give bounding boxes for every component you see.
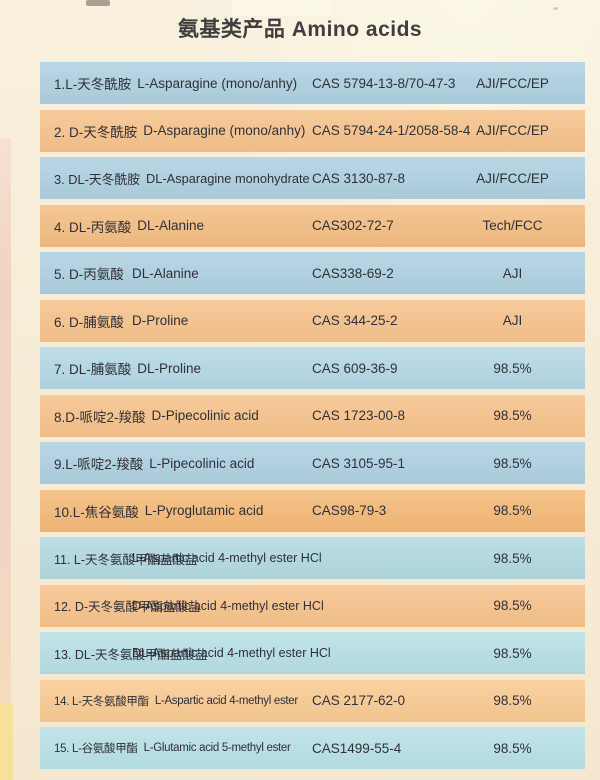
product-row-1: 1.L-天冬酰胺 L-Asparagine (mono/anhy) CAS 57…	[40, 62, 585, 104]
product-name-cn: 2. D-天冬酰胺	[54, 124, 138, 140]
product-grade: AJI/FCC/EP	[476, 170, 549, 186]
product-row-8: 8.D-哌啶2-羧酸 D-Pipecolinic acid CAS 1723-0…	[40, 394, 585, 437]
product-grade: 98.5%	[493, 740, 532, 756]
product-grade: 98.5%	[493, 503, 532, 518]
product-name-en: L-Asparagine (mono/anhy)	[137, 75, 298, 91]
product-cas: CAS302-72-7	[312, 218, 394, 233]
product-name-en: D-Asparagine (mono/anhy)	[143, 123, 306, 138]
product-row-3: 3. DL-天冬酰胺 DL-Asparagine monohydrate CAS…	[40, 157, 585, 199]
product-name-en: L-Pyroglutamic acid	[144, 503, 264, 518]
product-name-cn: 8.D-哌啶2-羧酸	[54, 409, 146, 425]
product-name-cn: 7. DL-脯氨酸	[54, 362, 132, 377]
product-name-en: DL-Asparagine monohydrate	[146, 170, 310, 186]
product-grade: AJI/FCC/EP	[476, 75, 549, 91]
product-grade: AJI	[502, 313, 523, 328]
product-name: 15. L-谷氨酸甲酯 L-Glutamic acid 5-methyl est…	[54, 740, 312, 756]
scan-left-yellow-strip	[0, 703, 13, 780]
product-name-en: L-Aspartic acid 4-methyl ester	[154, 694, 298, 707]
product-cas: CAS 2177-62-0	[312, 693, 406, 708]
product-row-12: 12. D-天冬氨酸甲酯盐酸盐 D-Aspartic acid 4-methyl…	[40, 584, 585, 627]
product-name-en: DL-Alanine	[132, 265, 199, 281]
product-name: 9.L-哌啶2-羧酸 L-Pipecolinic acid	[54, 453, 312, 473]
product-name-en: DL-Proline	[137, 360, 202, 376]
product-cas: CAS 344-25-2	[312, 313, 398, 328]
product-name-en: DL-Alanine	[137, 218, 205, 233]
product-name-cn: 9.L-哌啶2-羧酸	[54, 457, 144, 472]
product-name-en: L-Glutamic acid 5-methyl ester	[143, 742, 291, 754]
product-cas: CAS338-69-2	[312, 265, 394, 281]
scan-left-pink-strip	[0, 138, 11, 703]
scan-smudge-mark	[86, 0, 110, 6]
product-name-cn: 11. L-天冬氨酸甲酯盐酸盐	[54, 552, 198, 567]
product-name-cn: 3. DL-天冬酰胺	[54, 171, 141, 187]
product-row-10: 10.L-焦谷氨酸 L-Pyroglutamic acid CAS98-79-3…	[40, 489, 585, 532]
product-name: 1.L-天冬酰胺 L-Asparagine (mono/anhy)	[54, 73, 312, 93]
product-name-cn: 14. L-天冬氨酸甲酯	[54, 695, 149, 708]
product-row-5: 5. D-丙氨酸 DL-Alanine CAS338-69-2 AJI	[40, 252, 585, 294]
product-row-14: 14. L-天冬氨酸甲酯 L-Aspartic acid 4-methyl es…	[40, 679, 585, 722]
product-grade: AJI/FCC/EP	[476, 123, 549, 138]
product-name: 5. D-丙氨酸 DL-Alanine	[54, 263, 312, 283]
scan-dot	[553, 7, 558, 10]
product-row-15: 15. L-谷氨酸甲酯 L-Glutamic acid 5-methyl est…	[40, 727, 585, 769]
product-name: 13. DL-天冬氨酸甲酯盐酸盐 DL-Aspartic acid 4-meth…	[54, 644, 331, 663]
product-name: 14. L-天冬氨酸甲酯 L-Aspartic acid 4-methyl es…	[54, 693, 312, 709]
product-name-en: D-Proline	[132, 313, 189, 328]
product-cas: CAS 1723-00-8	[312, 408, 406, 423]
product-name: 3. DL-天冬酰胺 DL-Asparagine monohydrate	[54, 169, 312, 188]
product-name: 12. D-天冬氨酸甲酯盐酸盐 D-Aspartic acid 4-methyl…	[54, 596, 324, 615]
product-name-en: D-Pipecolinic acid	[151, 408, 259, 423]
product-name: 7. DL-脯氨酸 DL-Proline	[54, 358, 312, 378]
product-row-13: 13. DL-天冬氨酸甲酯盐酸盐 DL-Aspartic acid 4-meth…	[40, 632, 585, 674]
product-grade: 98.5%	[493, 408, 532, 423]
product-name-cn: 1.L-天冬酰胺	[54, 77, 132, 92]
product-row-9: 9.L-哌啶2-羧酸 L-Pipecolinic acid CAS 3105-9…	[40, 442, 585, 484]
product-row-4: 4. DL-丙氨酸 DL-Alanine CAS302-72-7 Tech/FC…	[40, 204, 585, 247]
product-name-cn: 13. DL-天冬氨酸甲酯盐酸盐	[54, 647, 208, 662]
product-name-cn: 15. L-谷氨酸甲酯	[54, 743, 138, 755]
product-name: 11. L-天冬氨酸甲酯盐酸盐 L-Aspartic acid 4-methyl…	[54, 549, 322, 568]
product-cas: CAS1499-55-4	[312, 740, 402, 756]
product-name-cn: 12. D-天冬氨酸甲酯盐酸盐	[54, 600, 201, 614]
product-name-cn: 5. D-丙氨酸	[54, 267, 124, 282]
product-grade: 98.5%	[493, 693, 532, 708]
product-name-en: L-Pipecolinic acid	[149, 455, 255, 471]
product-cas: CAS98-79-3	[312, 503, 387, 518]
product-name-en: D-Aspartic acid 4-methyl ester HCl	[132, 598, 324, 613]
product-name: 4. DL-丙氨酸 DL-Alanine	[54, 216, 312, 236]
product-table: 1.L-天冬酰胺 L-Asparagine (mono/anhy) CAS 57…	[40, 62, 585, 775]
product-grade: AJI	[502, 265, 523, 281]
product-name-cn: 4. DL-丙氨酸	[54, 219, 132, 235]
product-name-en: L-Aspartic acid 4-methyl ester HCl	[132, 551, 322, 565]
product-row-6: 6. D-脯氨酸 D-Proline CAS 344-25-2 AJI	[40, 299, 585, 342]
product-cas: CAS 5794-13-8/70-47-3	[312, 75, 456, 91]
product-name: 10.L-焦谷氨酸 L-Pyroglutamic acid	[54, 501, 312, 521]
product-grade: 98.5%	[493, 598, 532, 613]
product-grade: Tech/FCC	[482, 218, 543, 233]
product-cas: CAS 3130-87-8	[312, 170, 406, 186]
product-grade: 98.5%	[493, 360, 532, 376]
product-row-7: 7. DL-脯氨酸 DL-Proline CAS 609-36-9 98.5%	[40, 347, 585, 389]
product-row-2: 2. D-天冬酰胺 D-Asparagine (mono/anhy) CAS 5…	[40, 109, 585, 152]
product-name-cn: 10.L-焦谷氨酸	[54, 504, 139, 520]
product-name-cn: 6. D-脯氨酸	[54, 314, 124, 330]
product-cas: CAS 5794-24-1/2058-58-4	[312, 123, 471, 138]
product-row-11: 11. L-天冬氨酸甲酯盐酸盐 L-Aspartic acid 4-methyl…	[40, 537, 585, 579]
product-name-en: DL-Aspartic acid 4-methyl ester HCl	[132, 646, 331, 660]
product-name: 2. D-天冬酰胺 D-Asparagine (mono/anhy)	[54, 121, 312, 141]
product-cas: CAS 609-36-9	[312, 360, 398, 376]
product-name: 6. D-脯氨酸 D-Proline	[54, 311, 312, 331]
product-grade: 98.5%	[493, 455, 532, 471]
product-name: 8.D-哌啶2-羧酸 D-Pipecolinic acid	[54, 406, 312, 426]
product-grade: 98.5%	[493, 645, 532, 661]
page-title: 氨基类产品 Amino acids	[177, 18, 423, 41]
product-cas: CAS 3105-95-1	[312, 455, 406, 471]
product-grade: 98.5%	[493, 550, 532, 566]
